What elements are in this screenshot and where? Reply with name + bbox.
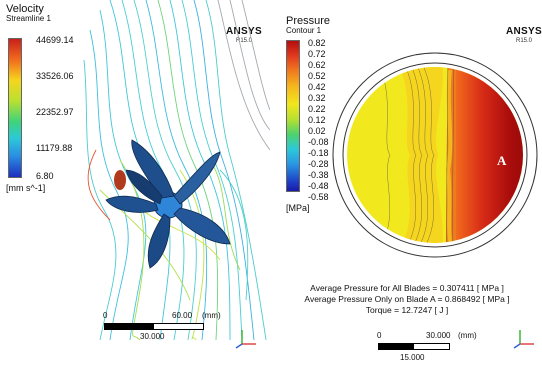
ansys-logo-right: ANSYS — [506, 26, 542, 37]
right-scale-start: 0 — [377, 331, 382, 340]
ansys-logo-left: ANSYS — [226, 26, 262, 37]
left-scale-start: 0 — [103, 311, 108, 320]
pressure-legend-label-4: 0.42 — [308, 82, 326, 92]
pressure-legend-label-13: -0.48 — [308, 181, 329, 191]
pressure-legend-label-5: 0.32 — [308, 93, 326, 103]
velocity-unit: [mm s^-1] — [6, 183, 46, 193]
velocity-legend-title: Velocity — [6, 3, 44, 15]
right-scale-mid: 15.000 — [400, 353, 425, 362]
pressure-legend-title: Pressure — [286, 15, 331, 27]
velocity-legend-label-2: 22352.97 — [36, 107, 74, 117]
left-scale-mid: 30.000 — [140, 332, 165, 341]
axis-triad-right-icon — [513, 330, 534, 349]
pressure-legend-label-3: 0.52 — [308, 71, 326, 81]
velocity-streamline-panel: Velocity Streamline 1 44699.14 33526.06 … — [0, 0, 270, 371]
pressure-unit: [MPa] — [286, 203, 310, 213]
left-scale-end: 60.00 — [172, 311, 193, 320]
pressure-legend-label-6: 0.22 — [308, 104, 326, 114]
pressure-contour-plot — [332, 52, 538, 258]
average-pressure-all-blades: Average Pressure for All Blades = 0.3074… — [310, 283, 504, 293]
velocity-colorbar — [8, 38, 22, 178]
velocity-legend-subtitle: Streamline 1 — [6, 14, 51, 23]
pressure-legend-label-12: -0.38 — [308, 170, 329, 180]
streamline-plot — [83, 0, 270, 340]
pressure-legend-label-1: 0.72 — [308, 49, 326, 59]
pressure-legend-label-7: 0.12 — [308, 115, 326, 125]
left-scale-bar — [104, 323, 204, 330]
right-scale-bar — [378, 343, 450, 350]
average-pressure-blade-a: Average Pressure Only on Blade A = 0.868… — [304, 294, 510, 304]
ansys-version-left: R15.0 — [236, 38, 253, 44]
velocity-legend-label-0: 44699.14 — [36, 35, 74, 45]
pressure-legend-label-10: -0.18 — [308, 148, 329, 158]
ansys-version-right: R15.0 — [516, 38, 533, 44]
pressure-legend-label-14: -0.58 — [308, 192, 329, 202]
velocity-legend-label-4: 6.80 — [36, 171, 54, 181]
impeller-shape — [105, 139, 231, 269]
left-scale-unit: (mm) — [202, 311, 221, 320]
pressure-legend-label-8: 0.02 — [308, 126, 326, 136]
pressure-colorbar — [286, 40, 300, 192]
axis-triad-left-icon — [235, 330, 256, 349]
blade-a-label: A — [497, 153, 507, 168]
torque-value: Torque = 12.7247 [ J ] — [365, 305, 449, 315]
pressure-legend-label-2: 0.62 — [308, 60, 326, 70]
pressure-legend-label-9: -0.08 — [308, 137, 329, 147]
pressure-legend-subtitle: Contour 1 — [286, 26, 322, 35]
velocity-legend-label-1: 33526.06 — [36, 71, 74, 81]
right-scale-unit: (mm) — [458, 331, 477, 340]
pressure-legend-label-0: 0.82 — [308, 38, 326, 48]
pressure-contour-panel: Pressure Contour 1 0.82 0.72 0.62 0.52 0… — [272, 0, 542, 371]
right-scale-end: 30.000 — [426, 331, 451, 340]
velocity-legend-label-3: 11179.88 — [36, 143, 73, 153]
pressure-legend-label-11: -0.28 — [308, 159, 329, 169]
